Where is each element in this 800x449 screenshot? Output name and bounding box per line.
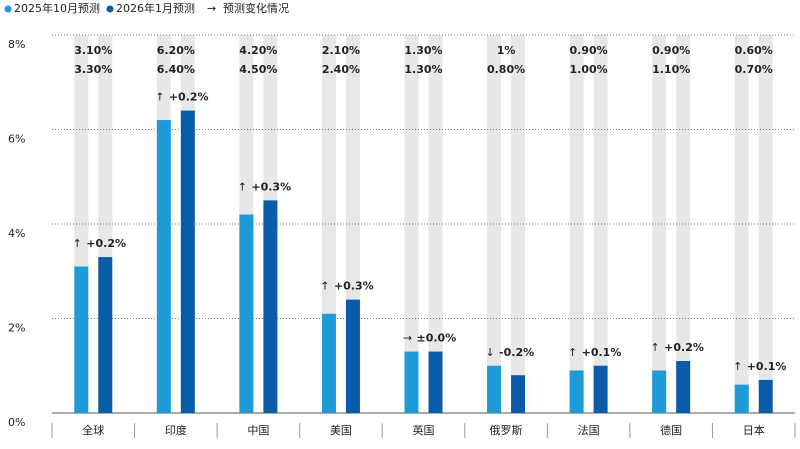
- change-arrow: ↑: [238, 180, 247, 193]
- value-label: 3.30%: [74, 63, 112, 76]
- value-label: 0.90%: [652, 44, 690, 57]
- change-arrow: ↑: [651, 341, 660, 354]
- x-tick-label: 美国: [330, 424, 352, 437]
- value-label: 6.20%: [157, 44, 195, 57]
- bar: [239, 214, 254, 413]
- x-tick-label: 中国: [247, 424, 269, 437]
- bar: [263, 200, 278, 413]
- bar: [511, 375, 526, 413]
- legend-label: 2025年10月预测: [14, 1, 100, 15]
- x-tick-label: 全球: [82, 423, 104, 437]
- value-label: 2.10%: [322, 44, 360, 57]
- bar: [734, 384, 749, 413]
- change-label: +0.3%: [334, 280, 374, 293]
- value-label: 3.10%: [74, 44, 112, 57]
- x-tick-label: 德国: [660, 423, 682, 437]
- bar: [428, 351, 443, 413]
- change-label: +0.1%: [747, 360, 787, 373]
- bar: [569, 370, 584, 413]
- value-label: 1.00%: [570, 63, 608, 76]
- change-arrow: →: [403, 332, 412, 345]
- value-label: 4.50%: [239, 63, 277, 76]
- change-label: +0.1%: [582, 346, 622, 359]
- value-label: 4.20%: [239, 44, 277, 57]
- x-tick-label: 印度: [165, 423, 187, 437]
- y-tick-label: 6%: [8, 133, 25, 146]
- value-label: 1.30%: [404, 44, 442, 57]
- bar: [652, 370, 667, 413]
- change-arrow: ↑: [320, 280, 329, 293]
- bar: [676, 361, 691, 413]
- bar: [404, 351, 419, 413]
- bar: [156, 120, 171, 414]
- bar: [345, 299, 360, 413]
- legend-label: 预测变化情况: [223, 1, 289, 15]
- bar: [593, 365, 608, 413]
- x-tick-label: 英国: [413, 423, 435, 437]
- legend-marker: [4, 5, 12, 13]
- value-label: 0.60%: [735, 44, 773, 57]
- bar: [321, 313, 336, 413]
- value-label: 1.10%: [652, 63, 690, 76]
- legend-marker: [106, 5, 114, 13]
- bar: [758, 379, 773, 413]
- change-label: ±0.0%: [417, 332, 457, 345]
- legend-label: 2026年1月预测: [116, 1, 195, 15]
- change-label: +0.2%: [169, 91, 209, 104]
- bar: [98, 257, 113, 413]
- value-label: 0.90%: [570, 44, 608, 57]
- legend-symbol: →: [207, 2, 216, 15]
- x-tick-label: 俄罗斯: [490, 424, 523, 437]
- change-arrow: ↑: [155, 91, 164, 104]
- change-arrow: ↑: [73, 237, 82, 250]
- change-label: +0.3%: [251, 180, 291, 193]
- bar: [487, 365, 502, 413]
- bar: [180, 110, 195, 413]
- value-label: 6.40%: [157, 63, 195, 76]
- change-label: +0.2%: [664, 341, 704, 354]
- y-tick-label: 4%: [8, 227, 25, 240]
- change-label: +0.2%: [86, 237, 126, 250]
- y-tick-label: 8%: [8, 38, 25, 51]
- value-label: 1.30%: [404, 63, 442, 76]
- change-arrow: ↑: [568, 346, 577, 359]
- y-tick-label: 0%: [8, 416, 25, 429]
- value-label: 0.70%: [735, 63, 773, 76]
- change-arrow: ↑: [733, 360, 742, 373]
- value-label: 2.40%: [322, 63, 360, 76]
- change-label: -0.2%: [499, 346, 534, 359]
- value-label: 0.80%: [487, 63, 525, 76]
- y-tick-label: 2%: [8, 322, 25, 335]
- change-arrow: ↓: [485, 346, 494, 359]
- bar: [74, 266, 89, 413]
- x-tick-label: 法国: [578, 423, 600, 437]
- x-tick-label: 日本: [743, 423, 765, 437]
- value-label: 1%: [497, 44, 516, 57]
